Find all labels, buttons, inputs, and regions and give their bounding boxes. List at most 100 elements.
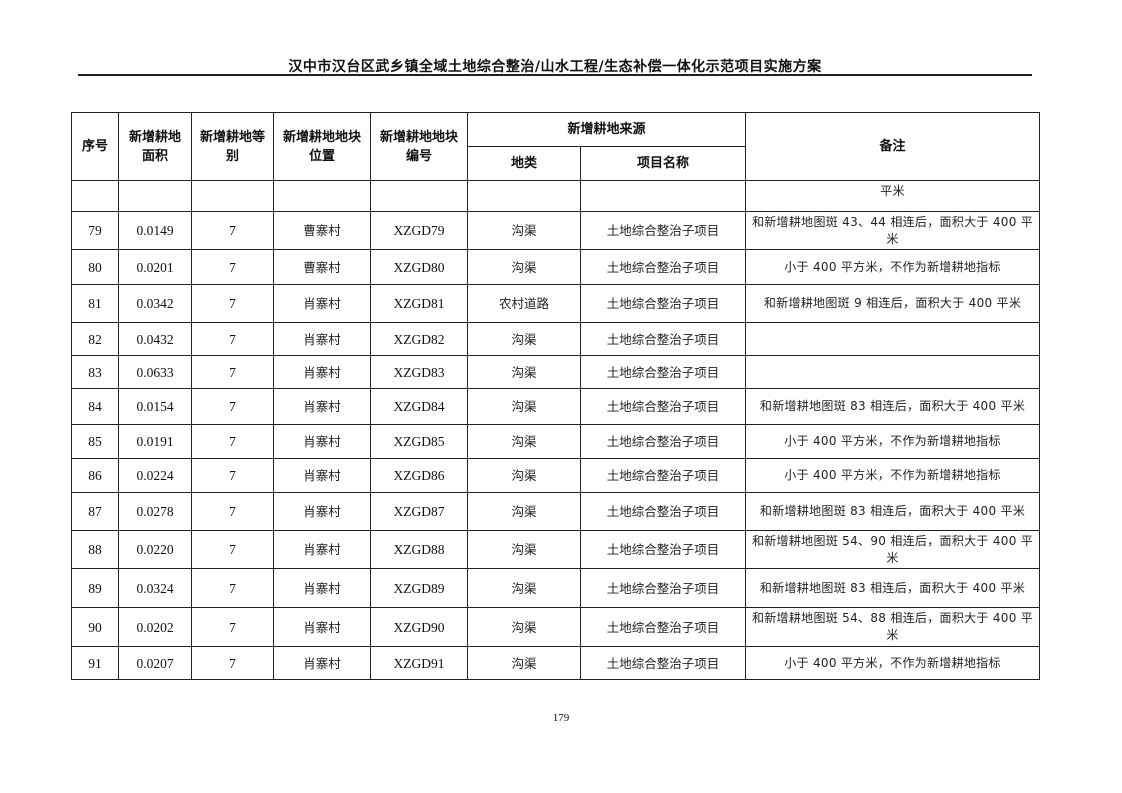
table-row: 90 0.0202 7 肖寨村 XZGD90 沟渠 土地综合整治子项目 和新增耕地图斑 54、… [71, 607, 1041, 647]
cell-remark: 和新增耕地图斑 83 相连后，面积大于 400 平米 [745, 388, 1041, 425]
cell-remark: 平米 [745, 180, 1041, 212]
cell-seq: 88 [71, 530, 119, 569]
cell-land-type: 沟渠 [467, 355, 581, 389]
continuation-row: 平米 [71, 180, 1041, 212]
table-row: 91 0.0207 7 肖寨村 XZGD91 沟渠 土地综合整治子项目 小于 400 平方米，… [71, 646, 1041, 680]
cell-code: XZGD86 [370, 458, 468, 493]
col-header-area: 新增耕地面积 [118, 112, 192, 181]
cell-area: 0.0202 [118, 607, 192, 647]
cell-seq: 89 [71, 568, 119, 608]
cell-seq: 81 [71, 284, 119, 323]
cell-grade: 7 [191, 458, 274, 493]
cell-area: 0.0278 [118, 492, 192, 531]
table-row: 83 0.0633 7 肖寨村 XZGD83 沟渠 土地综合整治子项目 [71, 355, 1041, 389]
table-row: 79 0.0149 7 曹寨村 XZGD79 沟渠 土地综合整治子项目 和新增耕地图斑 43、… [71, 211, 1041, 250]
cell-location: 曹寨村 [273, 211, 371, 250]
cell-grade: 7 [191, 646, 274, 680]
cell-land-type: 沟渠 [467, 424, 581, 459]
cell-remark: 和新增耕地图斑 54、90 相连后，面积大于 400 平米 [745, 530, 1041, 569]
cell-area: 0.0324 [118, 568, 192, 608]
new-farmland-table: 序号 新增耕地面积 新增耕地等别 新增耕地地块位置 新增耕地地块编号 新增耕地来… [71, 112, 1041, 680]
cell-area: 0.0191 [118, 424, 192, 459]
cell-grade: 7 [191, 424, 274, 459]
cell-location: 肖寨村 [273, 284, 371, 323]
cell-code: XZGD80 [370, 249, 468, 285]
cell-area: 0.0207 [118, 646, 192, 680]
table-row: 86 0.0224 7 肖寨村 XZGD86 沟渠 土地综合整治子项目 小于 400 平方米，… [71, 458, 1041, 493]
cell-land-type: 沟渠 [467, 211, 581, 250]
cell-location: 肖寨村 [273, 458, 371, 493]
col-header-project: 项目名称 [579, 146, 747, 181]
header-divider [78, 74, 1032, 76]
cell-project: 土地综合整治子项目 [579, 530, 747, 569]
cell-location: 肖寨村 [273, 646, 371, 680]
cell-remark: 和新增耕地图斑 54、88 相连后，面积大于 400 平米 [745, 607, 1041, 647]
cell-project: 土地综合整治子项目 [579, 458, 747, 493]
cell-code: XZGD90 [370, 607, 468, 647]
cell-land-type: 沟渠 [467, 458, 581, 493]
cell-area: 0.0633 [118, 355, 192, 389]
col-header-code: 新增耕地地块编号 [370, 112, 468, 181]
table-row: 89 0.0324 7 肖寨村 XZGD89 沟渠 土地综合整治子项目 和新增耕地图斑 83 … [71, 568, 1041, 608]
cell-area: 0.0342 [118, 284, 192, 323]
cell-grade: 7 [191, 492, 274, 531]
table-row: 85 0.0191 7 肖寨村 XZGD85 沟渠 土地综合整治子项目 小于 400 平方米，… [71, 424, 1041, 459]
cell-project: 土地综合整治子项目 [579, 646, 747, 680]
cell-remark: 和新增耕地图斑 9 相连后，面积大于 400 平米 [745, 284, 1041, 323]
cell-seq: 83 [71, 355, 119, 389]
cell-location: 肖寨村 [273, 530, 371, 569]
cell-land-type: 沟渠 [467, 322, 581, 356]
cell-seq: 87 [71, 492, 119, 531]
col-header-remark: 备注 [745, 112, 1041, 181]
cell-seq: 82 [71, 322, 119, 356]
cell-remark: 小于 400 平方米，不作为新增耕地指标 [745, 424, 1041, 459]
cell-area: 0.0224 [118, 458, 192, 493]
cell-project: 土地综合整治子项目 [579, 388, 747, 425]
cell-location: 肖寨村 [273, 322, 371, 356]
page-header-title: 汉中市汉台区武乡镇全域土地综合整治/山水工程/生态补偿一体化示范项目实施方案 [288, 59, 822, 75]
cell-grade: 7 [191, 284, 274, 323]
cell-land-type: 沟渠 [467, 530, 581, 569]
cell-code: XZGD91 [370, 646, 468, 680]
cell-remark: 和新增耕地图斑 43、44 相连后，面积大于 400 平米 [745, 211, 1041, 250]
table-row: 82 0.0432 7 肖寨村 XZGD82 沟渠 土地综合整治子项目 [71, 322, 1041, 356]
cell-grade: 7 [191, 249, 274, 285]
cell-land-type: 农村道路 [467, 284, 581, 323]
cell-project: 土地综合整治子项目 [579, 424, 747, 459]
cell-seq: 80 [71, 249, 119, 285]
cell-seq: 90 [71, 607, 119, 647]
col-header-grade: 新增耕地等别 [191, 112, 274, 181]
cell-project: 土地综合整治子项目 [579, 492, 747, 531]
cell-code: XZGD83 [370, 355, 468, 389]
cell-remark [745, 322, 1041, 356]
cell-area: 0.0432 [118, 322, 192, 356]
table-row: 87 0.0278 7 肖寨村 XZGD87 沟渠 土地综合整治子项目 和新增耕地图斑 83 … [71, 492, 1041, 531]
cell-land-type: 沟渠 [467, 607, 581, 647]
cell-grade: 7 [191, 568, 274, 608]
cell-code: XZGD88 [370, 530, 468, 569]
cell-project: 土地综合整治子项目 [579, 355, 747, 389]
col-header-location: 新增耕地地块位置 [273, 112, 371, 181]
cell-remark: 小于 400 平方米，不作为新增耕地指标 [745, 646, 1041, 680]
cell-seq: 91 [71, 646, 119, 680]
table-row: 80 0.0201 7 曹寨村 XZGD80 沟渠 土地综合整治子项目 小于 400 平方米，… [71, 249, 1041, 285]
cell-project: 土地综合整治子项目 [579, 211, 747, 250]
col-header-land-type: 地类 [467, 146, 581, 181]
cell-project: 土地综合整治子项目 [579, 322, 747, 356]
cell-remark [745, 355, 1041, 389]
cell-code: XZGD89 [370, 568, 468, 608]
cell-location: 肖寨村 [273, 492, 371, 531]
cell-location: 肖寨村 [273, 424, 371, 459]
cell-remark: 和新增耕地图斑 83 相连后，面积大于 400 平米 [745, 492, 1041, 531]
cell-code: XZGD82 [370, 322, 468, 356]
cell-area: 0.0149 [118, 211, 192, 250]
cell-area: 0.0220 [118, 530, 192, 569]
cell-code: XZGD84 [370, 388, 468, 425]
cell-location: 肖寨村 [273, 568, 371, 608]
cell-project: 土地综合整治子项目 [579, 249, 747, 285]
table-row: 88 0.0220 7 肖寨村 XZGD88 沟渠 土地综合整治子项目 和新增耕地图斑 54、… [71, 530, 1041, 569]
cell-grade: 7 [191, 388, 274, 425]
table-row: 81 0.0342 7 肖寨村 XZGD81 农村道路 土地综合整治子项目 和新增耕地图斑 9… [71, 284, 1041, 323]
cell-project: 土地综合整治子项目 [579, 568, 747, 608]
cell-seq: 79 [71, 211, 119, 250]
